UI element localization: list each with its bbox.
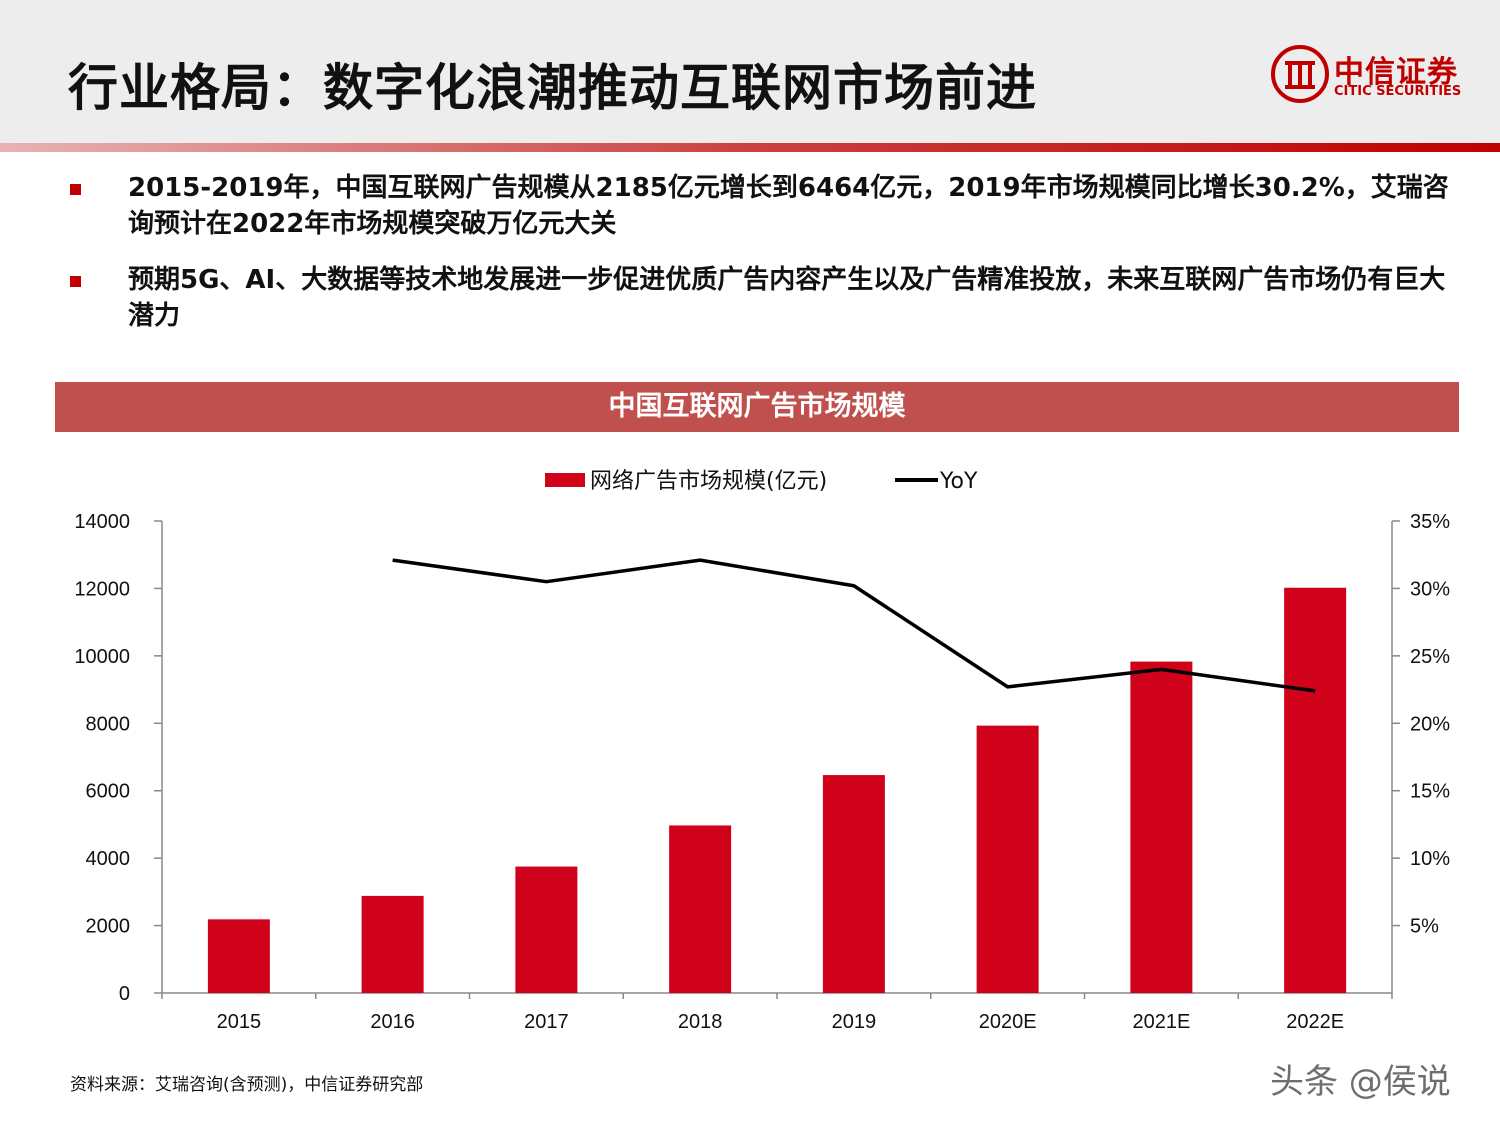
legend-label-bars: 网络广告市场规模(亿元)	[590, 469, 827, 494]
bar	[822, 775, 885, 993]
yoy-line	[392, 558, 1316, 693]
x-tick-label: 2017	[524, 1011, 569, 1033]
y-left-tick-label: 14000	[74, 511, 130, 533]
bar	[361, 895, 424, 993]
x-tick-label: 2015	[217, 1011, 262, 1033]
bullet-marker-icon	[70, 184, 81, 195]
citic-emblem-icon	[1271, 45, 1329, 103]
y-right-tick-label: 10%	[1410, 848, 1450, 870]
bullet-list: 2015-2019年，中国互联网广告规模从2185亿元增长到6464亿元，201…	[68, 170, 1468, 354]
bullet-item: 预期5G、AI、大数据等技术地发展进一步促进优质广告内容产生以及广告精准投放，未…	[68, 262, 1468, 334]
bar	[207, 919, 270, 993]
y-left-tick-label: 8000	[86, 713, 131, 735]
chart: 0 2000 4000 6000 8000 10000 12000 14000 5% 10% 15%…	[74, 469, 1450, 1033]
bar	[976, 725, 1039, 993]
logo-text-en: CITIC SECURITIES	[1334, 84, 1462, 99]
y-right-tick-label: 30%	[1410, 578, 1450, 600]
header-divider	[0, 143, 1500, 152]
y-left-tick-label: 0	[119, 983, 130, 1005]
y-left-tick-label: 2000	[86, 916, 131, 938]
chart-title: 中国互联网广告市场规模	[608, 391, 906, 422]
logo-text-cn: 中信证券	[1334, 55, 1458, 90]
x-tick-label: 2016	[370, 1011, 415, 1033]
page-title: 行业格局：数字化浪潮推动互联网市场前进	[68, 59, 1037, 117]
bullet-text: 预期5G、AI、大数据等技术地发展进一步促进优质广告内容产生以及广告精准投放，未…	[128, 265, 1446, 331]
header-bar	[0, 0, 1500, 143]
source-note: 资料来源：艾瑞咨询(含预测)，中信证券研究部	[70, 1075, 424, 1095]
bar	[669, 825, 732, 993]
bullet-item: 2015-2019年，中国互联网广告规模从2185亿元增长到6464亿元，201…	[68, 170, 1468, 242]
y-right-tick-label: 25%	[1410, 646, 1450, 668]
x-tick-label: 2019	[832, 1011, 877, 1033]
y-right-tick-label: 35%	[1410, 511, 1450, 533]
legend-label-line: YoY	[939, 469, 978, 494]
y-right-tick-label: 5%	[1410, 916, 1439, 938]
watermark: 头条 @侯说	[1270, 1062, 1451, 1102]
y-left-tick-label: 10000	[74, 646, 130, 668]
bar	[1130, 661, 1193, 993]
x-tick-label: 2020E	[979, 1011, 1037, 1033]
x-tick-label: 2022E	[1286, 1011, 1344, 1033]
bar	[515, 866, 578, 993]
bullet-marker-icon	[70, 276, 81, 287]
x-tick-label: 2021E	[1132, 1011, 1190, 1033]
x-tick-label: 2018	[678, 1011, 723, 1033]
y-left-tick-label: 4000	[86, 848, 131, 870]
legend-bar-swatch	[545, 473, 585, 487]
bar	[1284, 587, 1347, 993]
chart-title-banner: 中国互联网广告市场规模	[55, 382, 1459, 432]
y-left-tick-label: 12000	[74, 578, 130, 600]
citic-logo: 中信证券 CITIC SECURITIES	[1270, 44, 1475, 106]
y-left-tick-label: 6000	[86, 781, 131, 803]
bullet-text: 2015-2019年，中国互联网广告规模从2185亿元增长到6464亿元，201…	[128, 173, 1449, 239]
y-right-tick-label: 15%	[1410, 781, 1450, 803]
y-right-tick-label: 20%	[1410, 713, 1450, 735]
